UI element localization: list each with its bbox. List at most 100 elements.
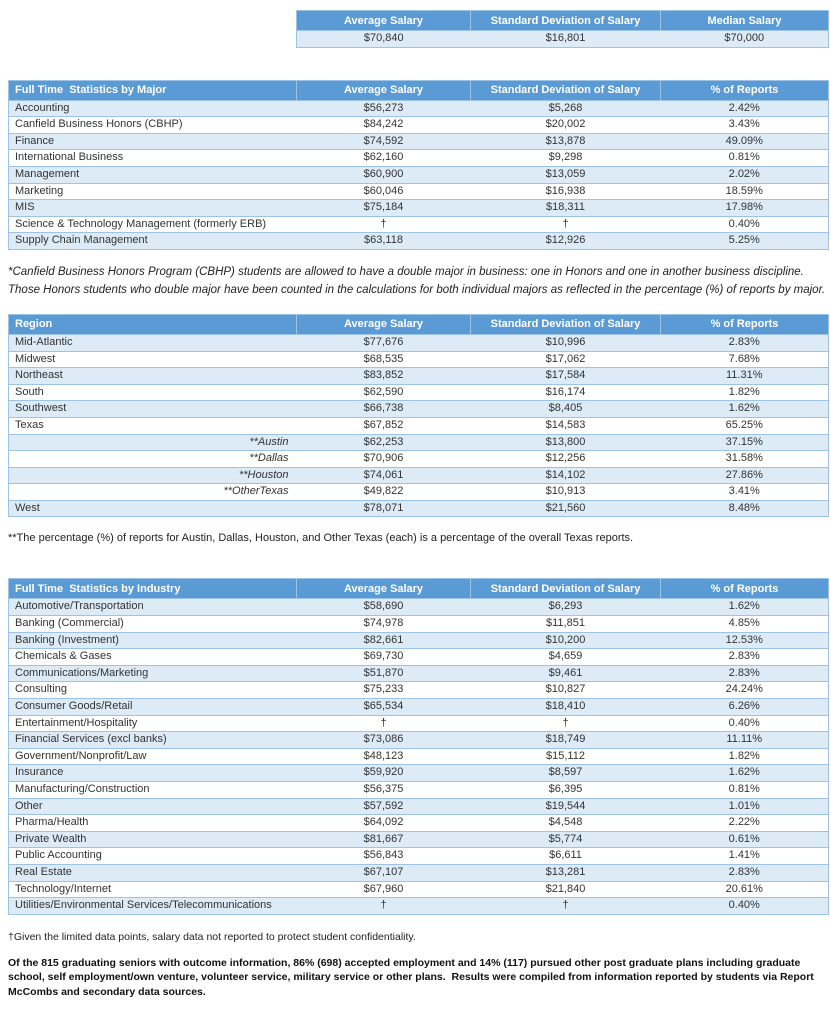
cell-std: $18,410 [470,698,661,716]
confidentiality-footnote: †Given the limited data points, salary d… [8,930,416,943]
cell-std: $10,200 [470,631,661,650]
table-row: **Austin $62,253 $13,800 37.15% [8,433,829,452]
cell-pct: 11.31% [660,367,829,385]
cell-pct: 3.43% [660,116,829,134]
cell-avg: $82,661 [296,631,471,650]
table-row: Consumer Goods/Retail $65,534 $18,410 6.26% [8,698,829,716]
row-label: Science & Technology Management (formerl… [8,215,297,234]
row-label: South [8,383,297,402]
cell-pct: 2.02% [660,165,829,184]
table-row: Real Estate $67,107 $13,281 2.83% [8,863,829,882]
region-header-average-salary: Average Salary [296,313,471,335]
table-row: **Dallas $70,906 $12,256 31.58% [8,450,829,468]
cell-avg: $62,160 [296,149,471,167]
table-row: Other $57,592 $19,544 1.01% [8,797,829,816]
cell-avg: $83,852 [296,367,471,385]
cell-pct: 17.98% [660,199,829,217]
cell-std: $5,268 [470,99,661,118]
cell-pct: 1.62% [660,598,829,617]
cell-pct: 24.24% [660,681,829,700]
cell-pct: 6.26% [660,698,829,716]
cell-pct: 0.40% [660,215,829,234]
cell-avg: $62,253 [296,433,471,452]
table-row: Chemicals & Gases $69,730 $4,659 2.83% [8,648,829,666]
row-label: **OtherTexas [8,483,297,501]
cell-pct: 1.41% [660,847,829,865]
cell-avg: $59,920 [296,764,471,782]
table-row: Public Accounting $56,843 $6,611 1.41% [8,847,829,865]
table-row: Private Wealth $81,667 $5,774 0.61% [8,830,829,849]
table-row: Banking (Investment) $82,661 $10,200 12.53% [8,631,829,650]
row-label: Other [8,797,297,816]
cell-std: $10,827 [470,681,661,700]
cell-avg: $67,107 [296,863,471,882]
cell-pct: 11.11% [660,731,829,749]
cell-pct: 12.53% [660,631,829,650]
cell-pct: 0.40% [660,714,829,733]
row-label: Southwest [8,400,297,418]
table-row: Midwest $68,535 $17,062 7.68% [8,350,829,369]
table-row: Southwest $66,738 $8,405 1.62% [8,400,829,418]
table-row: Accounting $56,273 $5,268 2.42% [8,99,829,118]
cell-avg: $62,590 [296,383,471,402]
table-row: Northeast $83,852 $17,584 11.31% [8,367,829,385]
cell-pct: 0.61% [660,830,829,849]
cell-avg: $56,375 [296,781,471,799]
table-row: Manufacturing/Construction $56,375 $6,395 0… [8,781,829,799]
cell-std: $17,584 [470,367,661,385]
cell-std: $6,611 [470,847,661,865]
row-label: Banking (Investment) [8,631,297,650]
cell-std: $10,996 [470,333,661,352]
cell-std: $19,544 [470,797,661,816]
row-label: **Austin [8,433,297,452]
cell-pct: 1.01% [660,797,829,816]
row-label: MIS [8,199,297,217]
table-row: Marketing $60,046 $16,938 18.59% [8,182,829,201]
summary-median-salary-value: $70,000 [660,30,829,48]
cell-avg: $64,092 [296,814,471,832]
row-label: Texas [8,416,297,435]
row-label: Northeast [8,367,297,385]
table-row: West $78,071 $21,560 8.48% [8,499,829,518]
region-table: Region Average Salary Standard Deviation… [8,313,829,518]
cell-pct: 0.40% [660,897,829,915]
cell-std: $5,774 [470,830,661,849]
cell-pct: 2.22% [660,814,829,832]
major-footnote: *Canfield Business Honors Program (CBHP)… [8,265,826,296]
row-label: Utilities/Environmental Services/Telecom… [8,897,297,915]
row-label: Banking (Commercial) [8,615,297,633]
row-label: **Dallas [8,450,297,468]
cell-pct: 27.86% [660,466,829,485]
row-label: West [8,499,297,518]
cell-avg: $73,086 [296,731,471,749]
table-row: Automotive/Transportation $58,690 $6,293 1.… [8,598,829,617]
cell-std: $17,062 [470,350,661,369]
closing-paragraph: Of the 815 graduating seniors with outco… [8,956,817,998]
cell-avg: $68,535 [296,350,471,369]
cell-std: † [470,215,661,234]
cell-avg: $69,730 [296,648,471,666]
cell-std: $13,281 [470,863,661,882]
cell-avg: $66,738 [296,400,471,418]
cell-std: $21,840 [470,880,661,899]
cell-avg: $60,900 [296,165,471,184]
cell-pct: 8.48% [660,499,829,518]
table-row: Pharma/Health $64,092 $4,548 2.22% [8,814,829,832]
table-row: Financial Services (excl banks) $73,086 $1… [8,731,829,749]
cell-avg: $58,690 [296,598,471,617]
major-header-row: Full Time Statistics by Major Average Sa… [8,79,829,101]
cell-std: $16,174 [470,383,661,402]
industry-header-std-dev: Standard Deviation of Salary [470,578,661,600]
cell-pct: 49.09% [660,132,829,151]
industry-header-pct-reports: % of Reports [660,578,829,600]
region-header-row: Region Average Salary Standard Deviation… [8,313,829,335]
cell-std: $8,597 [470,764,661,782]
table-row: Science & Technology Management (formerl… [8,215,829,234]
cell-std: $11,851 [470,615,661,633]
table-row: Mid-Atlantic $77,676 $10,996 2.83% [8,333,829,352]
row-label: Mid-Atlantic [8,333,297,352]
row-label: Canfield Business Honors (CBHP) [8,116,297,134]
summary-table: Average Salary Standard Deviation of Sal… [296,10,829,48]
row-label: Entertainment/Hospitality [8,714,297,733]
table-row: MIS $75,184 $18,311 17.98% [8,199,829,217]
